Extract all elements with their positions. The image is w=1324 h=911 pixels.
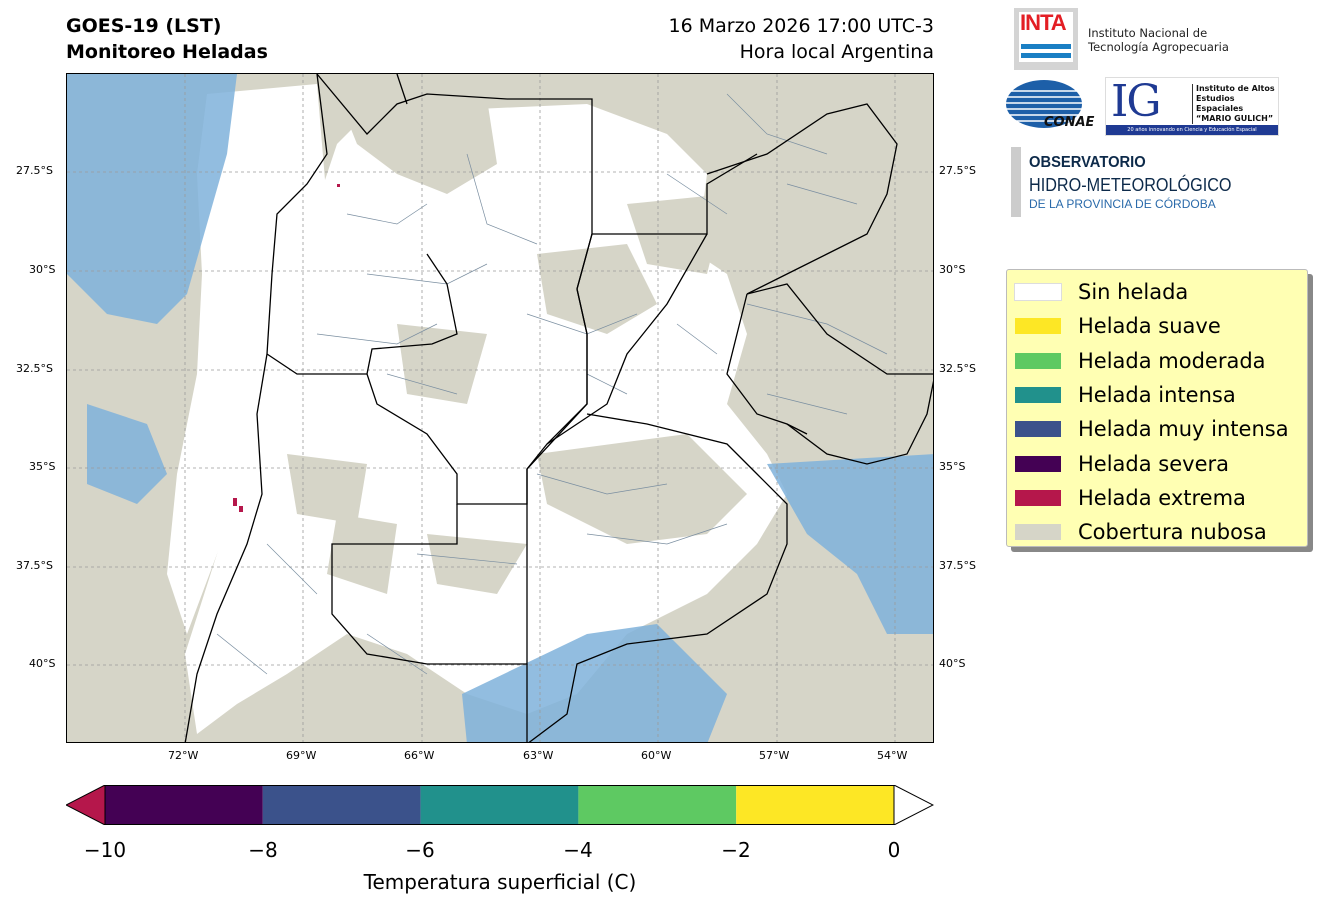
lat-tick-32-5-left: 32.5°S: [16, 362, 53, 375]
ig-logo-line2: Estudios Espaciales: [1196, 94, 1244, 113]
legend-swatch: [1014, 283, 1062, 302]
legend-label: Cobertura nubosa: [1078, 520, 1267, 545]
lat-tick-40-left: 40°S: [29, 657, 56, 670]
lat-tick-35-right: 35°S: [939, 460, 966, 473]
colorbar-segment-3: [578, 785, 737, 825]
inta-logo: INTA: [1014, 8, 1078, 70]
colorbar-tick: −6: [405, 838, 435, 862]
observatorio-logo-line1: OBSERVATORIO: [1029, 154, 1146, 171]
legend-label: Helada intensa: [1078, 383, 1236, 408]
colorbar-segment-0: [105, 785, 263, 825]
ig-logo-line3: “MARIO GULICH”: [1196, 114, 1274, 123]
colorbar-label: Temperatura superficial (C): [363, 870, 637, 894]
legend-swatch: [1015, 421, 1061, 438]
lat-tick-27-5-right: 27.5°S: [939, 164, 976, 177]
map-canvas: [67, 74, 933, 742]
legend-item-cobertura-nubosa: Cobertura nubosa: [1015, 515, 1307, 549]
colorbar-segment-4: [736, 785, 894, 825]
observatorio-logo-bar: [1011, 147, 1021, 217]
ig-gulich-logo: IG Instituto de Altos Estudios Espaciale…: [1105, 76, 1279, 136]
legend-swatch: [1015, 455, 1061, 472]
colorbar-segment-2: [420, 785, 579, 825]
inta-logo-band-bottom: [1021, 53, 1071, 58]
lat-tick-35-left: 35°S: [29, 460, 56, 473]
department-boundaries: [216, 93, 888, 675]
temperature-colorbar: [66, 785, 934, 825]
frost-map: [66, 73, 934, 743]
legend-label: Helada severa: [1078, 451, 1229, 476]
legend-item-helada-moderada: Helada moderada: [1015, 344, 1307, 378]
legend-swatch: [1015, 352, 1061, 369]
legend-label: Helada muy intensa: [1078, 417, 1289, 442]
lat-tick-30-left: 30°S: [29, 263, 56, 276]
colorbar-tick: −4: [563, 838, 593, 862]
legend-item-sin-helada: Sin helada: [1014, 275, 1307, 309]
legend-label: Helada extrema: [1078, 485, 1246, 510]
ig-logo-line1: Instituto de Altos: [1196, 84, 1275, 93]
lat-tick-37-5-left: 37.5°S: [16, 559, 53, 572]
colorbar-segment-1: [262, 785, 421, 825]
legend-item-helada-muy-intensa: Helada muy intensa: [1015, 412, 1307, 446]
no-frost-area: [167, 84, 787, 734]
legend-swatch: [1015, 318, 1061, 335]
lon-tick-54: 54°W: [877, 749, 908, 762]
map-title: GOES-19 (LST) Monitoreo Heladas: [66, 13, 268, 65]
lon-tick-66: 66°W: [404, 749, 435, 762]
lat-tick-27-5-left: 27.5°S: [16, 164, 53, 177]
colorbar-under-triangle: [66, 785, 106, 825]
legend-item-helada-suave: Helada suave: [1015, 309, 1307, 343]
lat-tick-32-5-right: 32.5°S: [939, 362, 976, 375]
extreme-frost-spots: [233, 184, 340, 512]
inta-name-line2: Tecnología Agropecuaria: [1088, 40, 1229, 54]
lon-tick-63: 63°W: [523, 749, 554, 762]
legend-item-helada-intensa: Helada intensa: [1015, 378, 1307, 412]
legend-label: Helada moderada: [1078, 348, 1266, 373]
inta-name: Instituto Nacional de Tecnología Agropec…: [1088, 26, 1229, 54]
ig-logo-text: Instituto de Altos Estudios Espaciales “…: [1192, 84, 1278, 124]
cloud-cover: [287, 94, 747, 594]
lon-tick-60: 60°W: [641, 749, 672, 762]
inta-logo-word: INTA: [1020, 10, 1067, 35]
colorbar-tick: 0: [887, 838, 901, 862]
timezone-label: Hora local Argentina: [739, 41, 934, 63]
lat-tick-30-right: 30°S: [939, 263, 966, 276]
legend-swatch: [1015, 524, 1061, 541]
colorbar-tick: −8: [248, 838, 278, 862]
conae-logo-word: CONAE: [1044, 115, 1095, 130]
observatorio-logo-line3: DE LA PROVINCIA DE CÓRDOBA: [1029, 197, 1216, 211]
map-datetime: 16 Marzo 2026 17:00 UTC-3 Hora local Arg…: [669, 13, 935, 65]
lat-tick-40-right: 40°S: [939, 657, 966, 670]
cold-areas: [67, 74, 933, 742]
map-gridlines: [67, 74, 933, 742]
lat-tick-37-5-right: 37.5°S: [939, 559, 976, 572]
lon-tick-72: 72°W: [168, 749, 199, 762]
colorbar-tick: −10: [83, 838, 127, 862]
province-boundaries: [184, 74, 933, 742]
inta-logo-band-top: [1021, 44, 1071, 49]
ig-logo-band: 20 años innovando en Ciencia y Educación…: [1106, 125, 1278, 135]
title-line-product: GOES-19 (LST): [66, 15, 222, 37]
colorbar-frame: [104, 785, 895, 825]
legend-swatch: [1015, 489, 1061, 506]
title-line-monitor: Monitoreo Heladas: [66, 41, 268, 63]
legend-swatch: [1015, 387, 1061, 404]
lon-tick-69: 69°W: [286, 749, 317, 762]
colorbar-tick: −2: [721, 838, 751, 862]
legend-label: Helada suave: [1078, 314, 1221, 339]
ig-logo-letters: IG: [1111, 76, 1162, 127]
colorbar-over-triangle: [893, 785, 934, 825]
legend-item-helada-severa: Helada severa: [1015, 446, 1307, 480]
legend-item-helada-extrema: Helada extrema: [1015, 481, 1307, 515]
legend-label: Sin helada: [1078, 280, 1189, 305]
colorbar-segments: [105, 785, 894, 825]
observatorio-logo-line2: HIDRO-METEOROLÓGICO: [1029, 175, 1232, 195]
inta-name-line1: Instituto Nacional de: [1088, 26, 1208, 40]
conae-logo: [1006, 80, 1082, 128]
datetime-label: 16 Marzo 2026 17:00 UTC-3: [668, 15, 935, 37]
lon-tick-57: 57°W: [759, 749, 790, 762]
frost-legend: Sin helada Helada suave Helada moderada …: [1006, 269, 1308, 547]
